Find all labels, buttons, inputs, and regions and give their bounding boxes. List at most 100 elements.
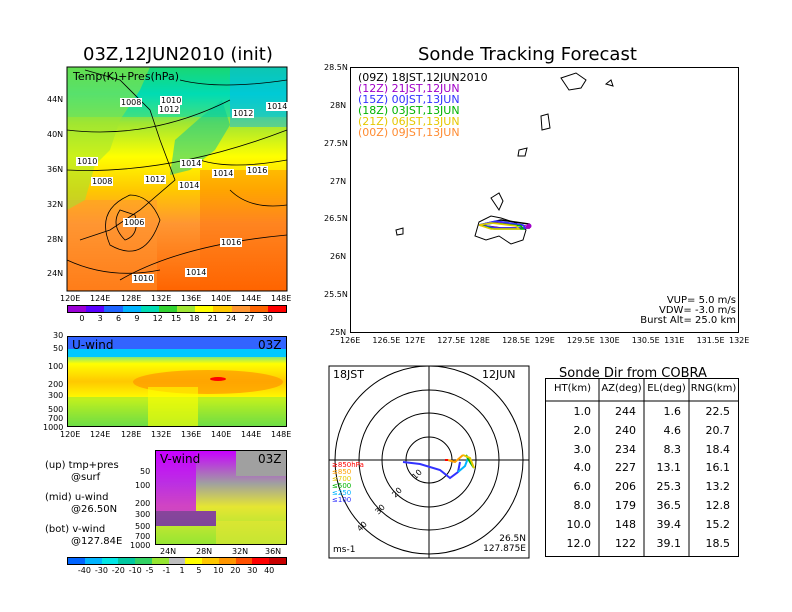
temperature-colorbar-labels: 0 3 6 9 12 15 18 21 24 27 30 bbox=[67, 314, 287, 324]
vwind-time: 03Z bbox=[258, 452, 282, 466]
tracking-y-tick: 27N bbox=[330, 177, 347, 186]
colorbar-tick: -40 bbox=[77, 566, 91, 575]
tracking-x-tick: 132E bbox=[729, 336, 750, 345]
uwind-panel bbox=[67, 336, 287, 427]
tracking-y-tick: 26N bbox=[330, 252, 347, 261]
colorbar-segment bbox=[195, 306, 214, 312]
map-x-tick: 148E bbox=[271, 294, 292, 303]
table-cell: 13.2 bbox=[705, 480, 731, 494]
vwind-y-tick: 50 bbox=[140, 467, 151, 476]
tracking-x-tick: 130.5E bbox=[631, 336, 660, 345]
tracking-y-tick: 25.5N bbox=[324, 290, 348, 299]
note-bot: (bot) v-wind bbox=[45, 524, 106, 535]
map-y-tick: 36N bbox=[47, 165, 64, 174]
level-entry: ≤250 bbox=[332, 489, 352, 497]
contour-label: 1012 bbox=[232, 109, 255, 118]
table-header: EL(deg) bbox=[647, 383, 686, 394]
contour-label: 1014 bbox=[178, 181, 201, 190]
wind-colorbar bbox=[67, 557, 287, 565]
table-header: AZ(deg) bbox=[601, 383, 642, 394]
table-cell: 15.2 bbox=[705, 517, 731, 531]
contour-label: 1008 bbox=[120, 98, 143, 107]
colorbar-segment bbox=[118, 558, 136, 564]
colorbar-tick: 5 bbox=[196, 566, 202, 575]
table-header: HT(km) bbox=[554, 383, 591, 394]
colorbar-segment bbox=[185, 558, 203, 564]
contour-label: 1016 bbox=[220, 238, 243, 247]
colorbar-tick: 12 bbox=[152, 314, 163, 323]
colorbar-tick: 21 bbox=[207, 314, 218, 323]
table-cell: 39.4 bbox=[656, 517, 682, 531]
table-cell: 148 bbox=[615, 517, 636, 531]
param-vup: VUP= 5.0 m/s bbox=[666, 295, 736, 306]
table-cell: 12.8 bbox=[705, 499, 731, 512]
uwind-y-tick: 50 bbox=[53, 344, 64, 353]
uwind-time: 03Z bbox=[258, 338, 282, 352]
table-cell: 240 bbox=[615, 423, 636, 437]
uwind-y-tick: 30 bbox=[53, 331, 64, 340]
table-cell: 227 bbox=[615, 461, 636, 475]
colorbar-tick: -20 bbox=[111, 566, 125, 575]
table-cell: 10.0 bbox=[566, 517, 592, 531]
colorbar-segment bbox=[218, 558, 236, 564]
table-cell: 4.6 bbox=[663, 423, 682, 437]
table-cell: 244 bbox=[615, 405, 636, 418]
position-lon: 127.875E bbox=[483, 544, 526, 554]
colorbar-tick: 1 bbox=[179, 566, 185, 575]
vwind-x-tick: 36N bbox=[265, 547, 282, 556]
contour-label: 1010 bbox=[76, 157, 99, 166]
table-cell: 122 bbox=[615, 536, 636, 550]
note-up-sub: @surf bbox=[71, 472, 101, 483]
map-y-tick: 40N bbox=[47, 130, 64, 139]
vwind-y-tick: 200 bbox=[135, 499, 151, 508]
table-cell: 8.0 bbox=[573, 499, 592, 512]
map-x-tick: 140E bbox=[211, 294, 232, 303]
note-mid-sub: @26.50N bbox=[71, 504, 118, 515]
uwind-x-tick: 136E bbox=[181, 430, 202, 439]
colorbar-tick: 20 bbox=[230, 566, 241, 575]
table-cell: 179 bbox=[615, 499, 636, 512]
vwind-y-tick: 700 bbox=[135, 532, 151, 541]
vwind-panel bbox=[155, 450, 287, 545]
colorbar-tick: 30 bbox=[247, 566, 258, 575]
table-cell: 18.5 bbox=[705, 536, 731, 550]
uwind-x-tick: 132E bbox=[151, 430, 172, 439]
contour-label: 1012 bbox=[158, 105, 181, 114]
map-y-tick: 24N bbox=[47, 269, 64, 278]
map-x-tick: 136E bbox=[181, 294, 202, 303]
colorbar-tick: 27 bbox=[244, 314, 255, 323]
uwind-x-tick: 148E bbox=[271, 430, 292, 439]
colorbar-segment bbox=[151, 558, 169, 564]
notes: (up) tmp+pres @surf (mid) u-wind @26.50N… bbox=[45, 460, 122, 548]
table-cell: 25.3 bbox=[656, 480, 682, 494]
colorbar-segment bbox=[252, 558, 270, 564]
legend-entry: (21Z) 06JST,13JUN bbox=[358, 115, 460, 128]
table-cell: 2.0 bbox=[573, 423, 592, 437]
vwind-y-tick: 500 bbox=[135, 522, 151, 531]
param-vdw: VDW= -3.0 m/s bbox=[659, 305, 736, 316]
level-entry: ≤100 bbox=[332, 496, 352, 504]
uwind-y-tick: 500 bbox=[48, 405, 64, 414]
contour-label: 1010 bbox=[132, 274, 155, 283]
colorbar-segment bbox=[135, 558, 152, 564]
tracking-y-tick: 28.5N bbox=[324, 63, 348, 72]
note-up: (up) tmp+pres bbox=[45, 460, 119, 471]
tracking-x-tick: 128E bbox=[469, 336, 490, 345]
contour-label: 1006 bbox=[123, 218, 146, 227]
table-cell: 3.0 bbox=[573, 442, 592, 456]
contour-label: 1014 bbox=[266, 102, 289, 111]
tracking-x-tick: 129.5E bbox=[566, 336, 595, 345]
contour-label: 1014 bbox=[180, 159, 203, 168]
table-cell: 1.0 bbox=[573, 405, 592, 418]
colorbar-segment bbox=[235, 558, 253, 564]
uwind-x-tick: 144E bbox=[241, 430, 262, 439]
uwind-label: U-wind bbox=[72, 338, 114, 352]
table-cell: 6.0 bbox=[573, 480, 592, 494]
uwind-x-tick: 140E bbox=[211, 430, 232, 439]
table-cell: 20.7 bbox=[705, 423, 731, 437]
uwind-x-tick: 124E bbox=[90, 430, 111, 439]
legend-entry: (00Z) 09JST,13JUN bbox=[358, 126, 460, 139]
polar-level-legend: ≥850hPa ≤850 ≤700 ≤500 ≤250 ≤100 bbox=[332, 462, 364, 504]
polar-units: ms-1 bbox=[333, 545, 356, 555]
param-burst: Burst Alt= 25.0 km bbox=[640, 315, 736, 326]
